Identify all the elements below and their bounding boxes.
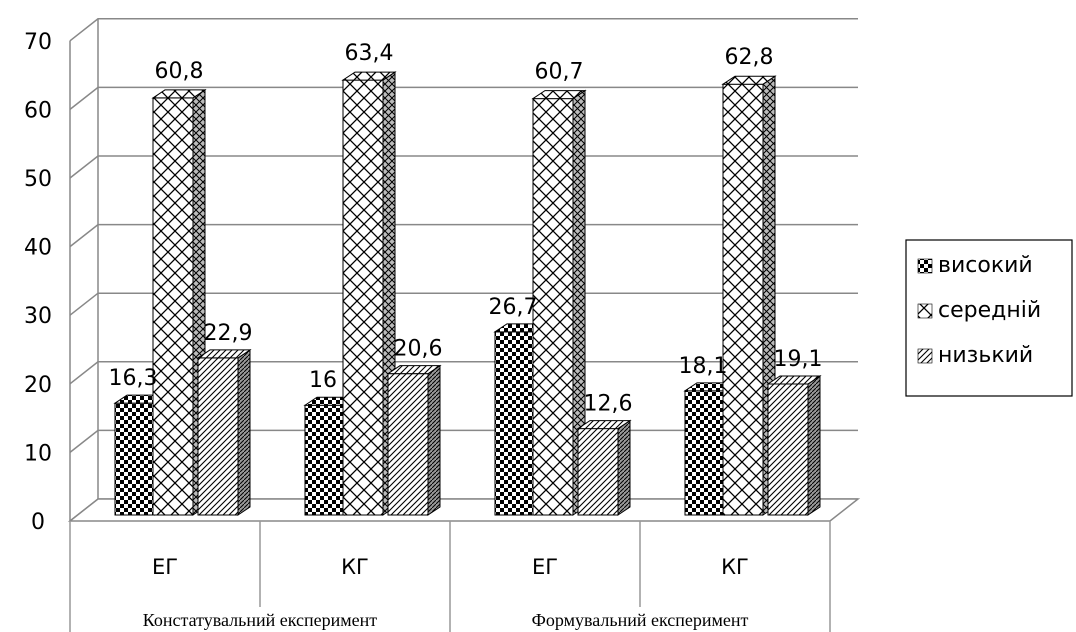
bar-side: [427, 364, 441, 516]
legend: високий середній низький: [905, 239, 1073, 397]
bar-top: [766, 375, 822, 385]
bar-середній-1: [341, 71, 397, 516]
bar-front: [494, 331, 536, 516]
data-label: 60,8: [155, 59, 204, 84]
bar-front: [304, 404, 346, 516]
group-label: Формувальний експеримент: [532, 610, 749, 630]
data-label: 60,7: [535, 60, 584, 85]
data-label: 12,6: [584, 392, 633, 417]
bar-середній-2: [531, 89, 587, 516]
gridlines: [69, 18, 858, 522]
group-label: Констатувальний експеримент: [143, 610, 378, 630]
bar-side: [237, 348, 251, 516]
legend-box: [905, 239, 1073, 397]
bar-top: [196, 349, 252, 359]
bar-front: [152, 97, 194, 516]
bar-side: [617, 419, 631, 516]
legend-label: високий: [938, 253, 1033, 278]
bar-top: [151, 89, 207, 99]
gridline: [69, 18, 858, 42]
bar-низький-2: [576, 419, 632, 516]
data-label: 62,8: [725, 45, 774, 70]
bar-top: [721, 75, 777, 85]
bar-top: [341, 71, 397, 81]
data-label: 18,1: [679, 354, 728, 379]
bar-середній-0: [151, 88, 207, 516]
bar-front: [722, 83, 764, 516]
y-tick-label: 70: [24, 30, 52, 55]
bars: [113, 71, 822, 516]
bar-низький-0: [196, 348, 252, 516]
legend-label: середній: [938, 298, 1041, 323]
x-axis: ЕГ КГ ЕГ КГ Констатувальний експеримент Форму…: [69, 521, 831, 632]
legend-label: низький: [938, 343, 1033, 368]
bar-top: [576, 420, 632, 430]
bar-середній-3: [721, 75, 777, 516]
legend-swatch: [917, 258, 933, 274]
bar-низький-1: [386, 364, 442, 516]
data-label: 26,7: [489, 295, 538, 320]
y-tick-label: 0: [31, 510, 45, 535]
data-label: 16,3: [109, 366, 158, 391]
data-label: 16: [309, 368, 337, 393]
y-tick-label: 50: [24, 167, 52, 192]
category-label: КГ: [341, 555, 369, 579]
data-label: 63,4: [345, 41, 394, 66]
data-label: 22,9: [204, 321, 253, 346]
bar-front: [684, 390, 726, 516]
floor-plane: [67, 498, 861, 522]
category-label: ЕГ: [152, 555, 178, 579]
category-label: ЕГ: [532, 555, 558, 579]
data-labels: 16,3 60,8 22,9 16 63,4 20,6 26,7 60,7 12,6 18,1 62…: [109, 41, 823, 416]
chart-floor: [67, 498, 861, 522]
bar-front: [197, 357, 239, 516]
bar-top: [386, 365, 442, 375]
y-tick-label: 30: [24, 304, 52, 329]
legend-swatch: [917, 303, 933, 319]
data-label: 20,6: [394, 337, 443, 362]
y-tick-label: 10: [24, 441, 52, 466]
bar-front: [532, 98, 574, 516]
bar-front: [767, 383, 809, 516]
y-tick-label: 60: [24, 98, 52, 123]
data-label: 19,1: [774, 347, 823, 372]
y-tick-label: 20: [24, 373, 52, 398]
bar-side: [807, 375, 821, 516]
bar-top: [531, 90, 587, 100]
bar-front: [387, 373, 429, 516]
category-label: КГ: [721, 555, 749, 579]
y-tick-label: 40: [24, 236, 52, 261]
bar-front: [342, 79, 384, 516]
bar-низький-3: [766, 375, 822, 516]
bar-front: [114, 402, 156, 516]
legend-swatch: [917, 348, 933, 364]
bar-front: [577, 428, 619, 516]
y-axis: 0 10 20 30 40 50 60 70: [24, 30, 52, 535]
